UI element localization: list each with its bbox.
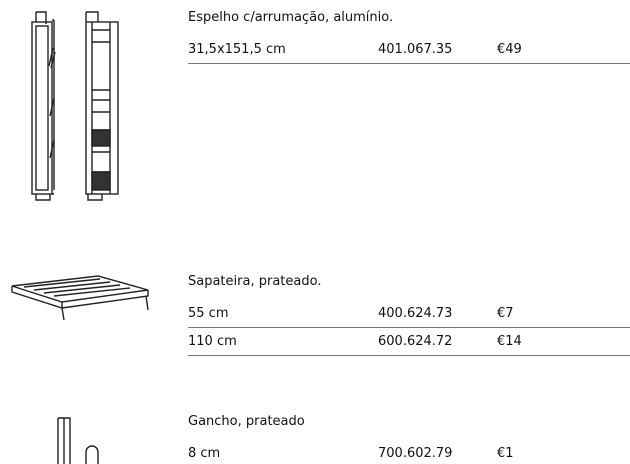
product-title: Gancho, prateado <box>188 414 305 429</box>
row-rule <box>188 63 630 64</box>
price: €1 <box>497 446 514 461</box>
size: 31,5x151,5 cm <box>188 42 286 57</box>
size: 55 cm <box>188 306 229 321</box>
article-number: 600.624.72 <box>378 334 453 349</box>
price: €49 <box>497 42 522 57</box>
product-title: Sapateira, prateado. <box>188 274 322 289</box>
size: 8 cm <box>188 446 221 461</box>
row-rule <box>188 327 630 328</box>
price: €7 <box>497 306 514 321</box>
article-number: 400.624.73 <box>378 306 453 321</box>
row-rule <box>188 355 630 356</box>
size: 110 cm <box>188 334 237 349</box>
article-number: 700.602.79 <box>378 446 453 461</box>
illustrations <box>11 11 149 464</box>
article-number: 401.067.35 <box>378 42 453 57</box>
price: €14 <box>497 334 522 349</box>
product-title: Espelho c/arrumação, alumínio. <box>188 10 394 25</box>
